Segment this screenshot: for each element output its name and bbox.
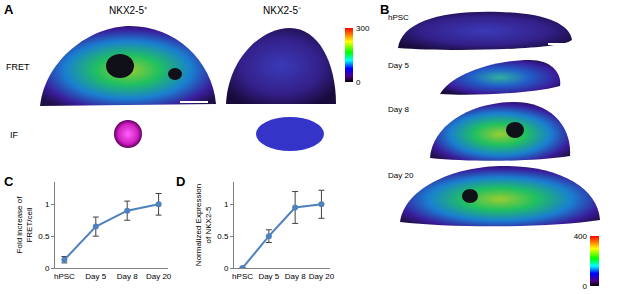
svg-text:300: 300 <box>356 24 370 33</box>
svg-text:Day 5: Day 5 <box>85 272 106 281</box>
svg-text:1: 1 <box>224 200 229 209</box>
svg-text:Day 20: Day 20 <box>388 171 414 180</box>
svg-text:Day 20: Day 20 <box>146 272 172 281</box>
svg-text:Day 20: Day 20 <box>309 272 335 281</box>
svg-text:0: 0 <box>583 282 588 291</box>
svg-text:0: 0 <box>224 264 229 273</box>
svg-text:Day 8: Day 8 <box>285 272 306 281</box>
svg-text:A: A <box>4 2 14 17</box>
svg-text:0.5: 0.5 <box>38 232 50 241</box>
svg-text:D: D <box>176 174 185 189</box>
svg-text:C: C <box>4 174 14 189</box>
svg-text:B: B <box>380 2 389 17</box>
svg-text:1: 1 <box>45 200 50 209</box>
svg-text:hPSC: hPSC <box>388 13 409 22</box>
svg-text:Day 8: Day 8 <box>117 272 138 281</box>
svg-text:hPSC: hPSC <box>54 272 75 281</box>
svg-text:NKX2-5⁻: NKX2-5⁻ <box>263 5 302 16</box>
svg-text:FRET: FRET <box>6 62 30 72</box>
svg-text:Normalized Expressionof NKX2-5: Normalized Expressionof NKX2-5 <box>194 184 213 266</box>
svg-text:0: 0 <box>45 264 50 273</box>
svg-text:NKX2-5⁺: NKX2-5⁺ <box>109 5 148 16</box>
svg-text:0.5: 0.5 <box>217 232 229 241</box>
svg-text:Day 5: Day 5 <box>388 61 409 70</box>
svg-text:0: 0 <box>356 78 361 87</box>
svg-text:400: 400 <box>574 232 588 241</box>
svg-text:IF: IF <box>10 130 19 140</box>
svg-text:Day 5: Day 5 <box>258 272 279 281</box>
svg-text:Fold increase ofFRET/cell: Fold increase ofFRET/cell <box>15 196 34 254</box>
svg-text:hPSC: hPSC <box>232 272 253 281</box>
svg-text:Day 8: Day 8 <box>388 105 409 114</box>
